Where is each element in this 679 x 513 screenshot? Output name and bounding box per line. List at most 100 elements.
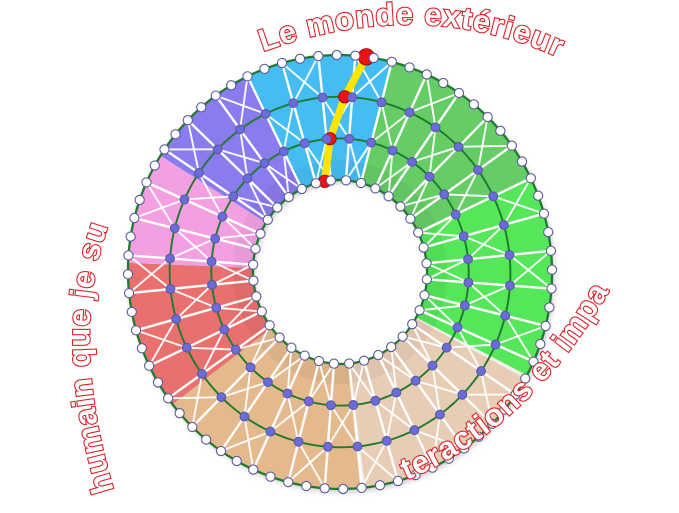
graph-node[interactable]: [457, 389, 468, 400]
graph-node[interactable]: [410, 469, 421, 481]
graph-node[interactable]: [421, 258, 432, 269]
graph-node[interactable]: [206, 256, 217, 267]
graph-node[interactable]: [193, 167, 204, 178]
graph-node[interactable]: [276, 57, 288, 69]
graph-node[interactable]: [430, 122, 441, 133]
graph-node[interactable]: [498, 220, 509, 230]
graph-node[interactable]: [219, 324, 230, 335]
graph-node[interactable]: [427, 360, 438, 371]
graph-node[interactable]: [439, 189, 450, 200]
graph-node[interactable]: [421, 274, 432, 285]
graph-node[interactable]: [165, 284, 176, 294]
graph-node[interactable]: [510, 389, 521, 400]
graph-node[interactable]: [255, 228, 266, 239]
graph-node[interactable]: [170, 129, 181, 140]
graph-node[interactable]: [538, 208, 550, 219]
graph-node[interactable]: [310, 178, 322, 189]
graph-node[interactable]: [441, 342, 452, 353]
graph-node[interactable]: [123, 250, 134, 261]
graph-node[interactable]: [370, 395, 381, 406]
graph-node[interactable]: [230, 344, 241, 355]
graph-node[interactable]: [165, 253, 176, 264]
graph-node[interactable]: [350, 50, 361, 61]
graph-node[interactable]: [197, 369, 207, 379]
sector-cyan[interactable]: [247, 55, 392, 189]
graph-node[interactable]: [301, 480, 312, 492]
graph-node[interactable]: [405, 213, 416, 224]
graph-node[interactable]: [373, 349, 384, 361]
graph-node[interactable]: [434, 409, 445, 420]
graph-node[interactable]: [358, 355, 370, 366]
graph-node[interactable]: [239, 411, 250, 422]
graph-node[interactable]: [418, 242, 429, 253]
graph-node[interactable]: [248, 275, 259, 286]
graph-node[interactable]: [129, 212, 140, 224]
graph-node[interactable]: [123, 288, 135, 299]
graph-node[interactable]: [228, 191, 239, 202]
graph-node[interactable]: [259, 63, 270, 75]
graph-node[interactable]: [328, 358, 340, 369]
graph-node[interactable]: [368, 52, 379, 64]
graph-node[interactable]: [217, 211, 228, 222]
graph-node[interactable]: [201, 434, 212, 445]
graph-node[interactable]: [344, 358, 355, 369]
graph-node[interactable]: [283, 191, 294, 203]
graph-node[interactable]: [259, 158, 270, 169]
graph-node[interactable]: [473, 165, 483, 175]
graph-node[interactable]: [251, 291, 262, 302]
highlight-path-line[interactable]: [321, 53, 371, 186]
graph-node[interactable]: [299, 138, 310, 149]
graph-node[interactable]: [356, 482, 367, 494]
graph-node[interactable]: [182, 115, 193, 126]
graph-node[interactable]: [535, 338, 546, 350]
graph-node[interactable]: [235, 124, 246, 135]
graph-node[interactable]: [476, 366, 487, 377]
graph-node[interactable]: [366, 137, 377, 148]
graph-node[interactable]: [443, 453, 454, 464]
graph-node[interactable]: [409, 425, 420, 436]
graph-node[interactable]: [250, 243, 261, 254]
graph-node[interactable]: [459, 443, 470, 454]
graph-node[interactable]: [313, 355, 325, 367]
graph-node[interactable]: [207, 279, 217, 290]
sector-pink[interactable]: [128, 155, 267, 268]
graph-node[interactable]: [179, 194, 190, 205]
graph-node[interactable]: [181, 342, 192, 353]
graph-node[interactable]: [504, 250, 515, 260]
graph-node[interactable]: [458, 231, 469, 242]
graph-node[interactable]: [340, 175, 352, 186]
graph-node[interactable]: [321, 134, 332, 144]
graph-node[interactable]: [453, 141, 464, 152]
graph-node[interactable]: [130, 325, 142, 336]
graph-node[interactable]: [383, 191, 394, 202]
graph-node[interactable]: [452, 322, 463, 333]
graph-node[interactable]: [516, 156, 528, 167]
graph-node[interactable]: [303, 396, 314, 407]
network-nodes[interactable]: [122, 49, 558, 495]
graph-node[interactable]: [533, 190, 544, 201]
graph-node[interactable]: [374, 480, 386, 491]
sector-red[interactable]: [127, 262, 272, 405]
graph-node[interactable]: [211, 302, 222, 313]
graph-node[interactable]: [344, 133, 355, 144]
graph-node[interactable]: [242, 71, 253, 82]
graph-node[interactable]: [544, 302, 555, 313]
graph-node[interactable]: [407, 319, 418, 330]
graph-node[interactable]: [468, 99, 479, 110]
graph-node[interactable]: [545, 245, 557, 256]
graph-node[interactable]: [256, 306, 267, 317]
graph-node[interactable]: [487, 418, 498, 429]
graph-node[interactable]: [525, 173, 536, 184]
graph-node[interactable]: [325, 400, 336, 411]
graph-node[interactable]: [169, 223, 180, 234]
graph-node[interactable]: [210, 233, 221, 244]
graph-node[interactable]: [231, 455, 242, 467]
graph-node[interactable]: [424, 171, 435, 182]
graph-node[interactable]: [505, 280, 515, 291]
graph-node[interactable]: [376, 97, 387, 108]
graph-node[interactable]: [247, 259, 259, 270]
graph-node[interactable]: [438, 77, 449, 89]
graph-node[interactable]: [159, 144, 170, 155]
graph-node[interactable]: [463, 277, 474, 288]
graph-node[interactable]: [262, 214, 273, 225]
